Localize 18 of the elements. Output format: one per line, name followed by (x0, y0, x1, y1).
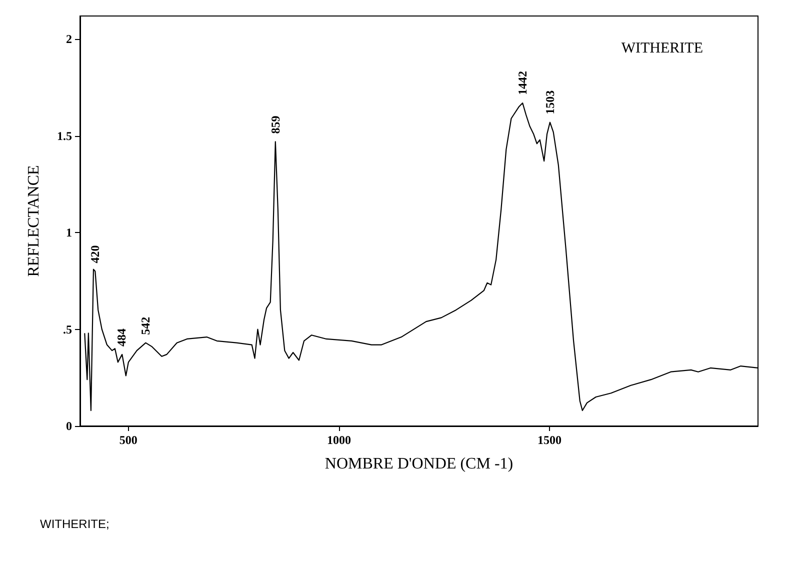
x-tick-label: 1000 (326, 433, 351, 447)
text: WITHERITE (621, 40, 704, 56)
y-tick-label: 2 (66, 32, 72, 46)
annotation: 420 (88, 245, 102, 264)
annotation: 859 (268, 116, 282, 134)
x-tick-label: 1500 (538, 433, 562, 447)
y-tick-label: 1 (66, 226, 72, 240)
y-tick-label: 0 (66, 419, 72, 433)
x-axis-title: NOMBRE D'ONDE (CM -1) (324, 456, 514, 472)
y-tick-label: .5 (63, 322, 72, 336)
annotation: 1442 (516, 71, 530, 96)
x-tick-label: 500 (119, 433, 138, 447)
y-axis-title: REFLECTANCE (26, 165, 42, 277)
annotation: 484 (114, 328, 129, 346)
annotation: 542 (138, 316, 153, 335)
text: WITHERITE; (40, 517, 110, 531)
y-tick-label: 1.5 (57, 128, 72, 143)
annotation: 1503 (542, 90, 557, 114)
